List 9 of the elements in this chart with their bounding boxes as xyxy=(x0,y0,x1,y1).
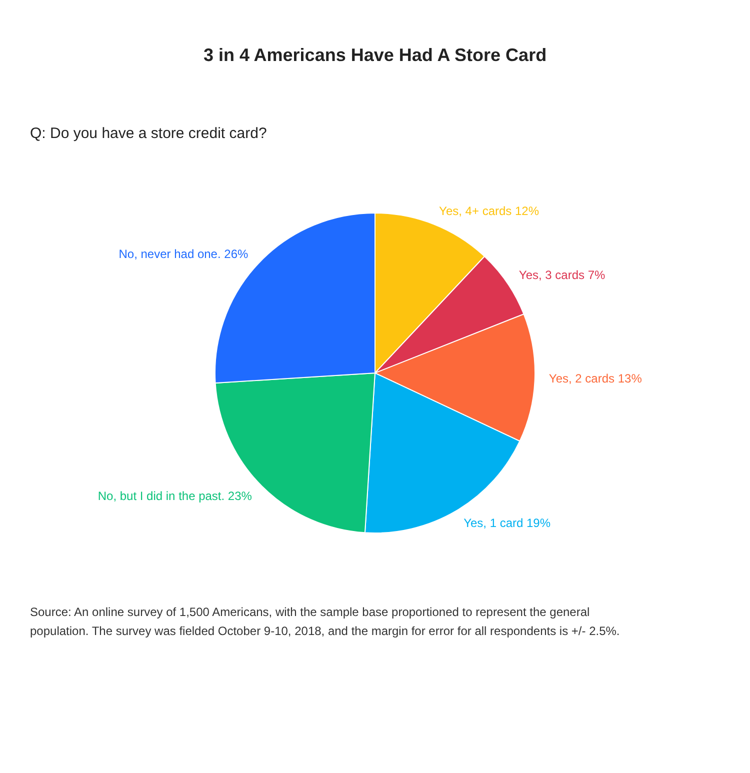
slice-label: No, never had one. 26% xyxy=(118,246,248,261)
chart-subtitle: Q: Do you have a store credit card? xyxy=(30,125,267,142)
slice-label: Yes, 3 cards 7% xyxy=(518,268,606,282)
slice-label: Yes, 4+ cards 12% xyxy=(439,204,540,218)
slice-label: Yes, 1 card 19% xyxy=(464,516,551,530)
chart-title: 3 in 4 Americans Have Had A Store Card xyxy=(203,45,547,65)
slice-label: Yes, 2 cards 13% xyxy=(548,371,642,386)
source-note: Source: An online survey of 1,500 Americans, with the sample base proportioned to represent the general population. The survey was fielded October 9-10, 2018, and the margin for error for all respondents is +/- 2.5%. xyxy=(30,605,620,638)
slice-label: No, but I did in the past. 23% xyxy=(98,489,252,504)
